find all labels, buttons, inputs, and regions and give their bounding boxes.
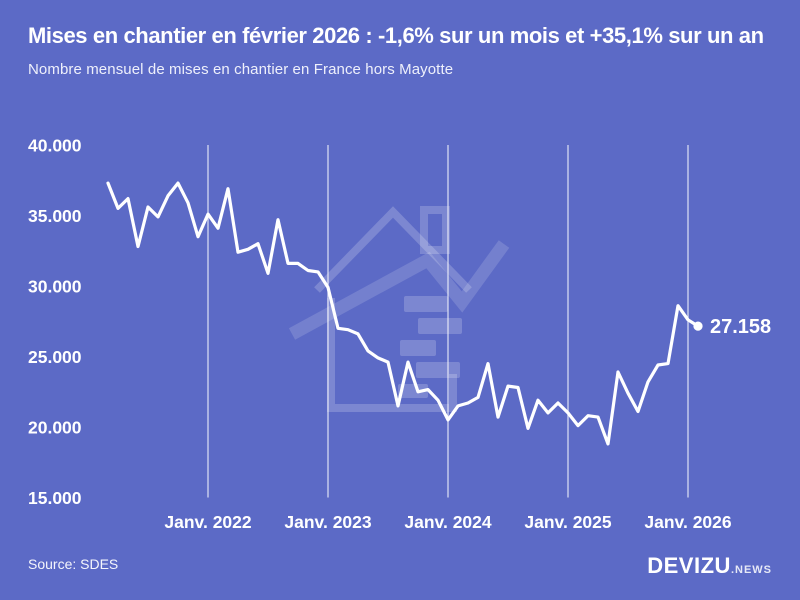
watermark-walls — [327, 298, 457, 412]
y-tick-label: 40.000 — [28, 136, 82, 156]
chart-header: Mises en chantier en février 2026 : -1,6… — [28, 18, 774, 78]
last-value-label: 27.158 — [710, 316, 771, 338]
page-title: Mises en chantier en février 2026 : -1,6… — [28, 23, 764, 48]
watermark-bricks — [398, 296, 462, 398]
y-tick-label: 25.000 — [28, 347, 82, 367]
x-tick-label: Janv. 2024 — [404, 512, 492, 532]
brand-name: DEVIZU — [647, 553, 731, 578]
x-tick-label: Janv. 2026 — [644, 512, 732, 532]
y-tick-label: 15.000 — [28, 488, 82, 508]
y-tick-label: 20.000 — [28, 418, 82, 438]
x-tick-label: Janv. 2023 — [284, 512, 372, 532]
data-line — [106, 181, 700, 446]
watermark-roof — [314, 206, 472, 293]
brand-logo: DEVIZU.NEWS — [647, 553, 772, 579]
y-tick-label: 35.000 — [28, 206, 82, 226]
source-note: Source: SDES — [28, 556, 119, 572]
house-watermark-icon — [288, 206, 510, 412]
x-tick-label: Janv. 2025 — [524, 512, 612, 532]
brand-suffix: .NEWS — [730, 564, 772, 576]
watermark-arrow-icon — [288, 240, 510, 340]
x-tick-label: Janv. 2022 — [164, 512, 252, 532]
y-tick-label: 30.000 — [28, 277, 82, 297]
last-point-marker — [693, 321, 703, 331]
chart-subtitle: Nombre mensuel de mises en chantier en F… — [28, 61, 454, 78]
watermark-chimney — [420, 206, 450, 254]
